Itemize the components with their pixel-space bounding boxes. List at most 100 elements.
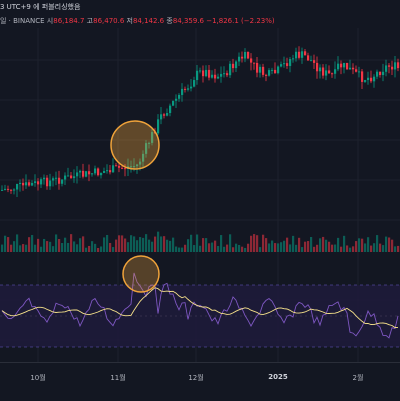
candle-body	[253, 62, 256, 64]
volume-bar	[265, 238, 268, 252]
volume-bar	[28, 237, 31, 252]
open-label: 시	[46, 17, 54, 25]
candle-body	[262, 66, 265, 75]
volume-bar	[316, 244, 319, 252]
candle-body	[373, 76, 376, 82]
volume-bar	[124, 238, 127, 252]
volume-bar	[115, 239, 118, 252]
low-value: 84,142.6	[132, 17, 165, 25]
volume-bar	[10, 244, 13, 252]
candle-body	[112, 165, 115, 173]
volume-bar	[64, 237, 67, 252]
candle-body	[163, 114, 166, 116]
volume-bar	[130, 235, 133, 252]
volume-bar	[382, 245, 385, 252]
volume-bar	[82, 236, 85, 252]
candle-body	[151, 132, 154, 143]
candle-body	[43, 177, 46, 180]
candle-body	[160, 114, 163, 120]
candle-body	[64, 175, 67, 180]
candle-body	[391, 66, 394, 70]
candle-body	[91, 173, 94, 175]
candle-body	[286, 63, 289, 66]
rsi-pane[interactable]	[0, 272, 400, 348]
candle-body	[376, 71, 379, 77]
volume-bar	[136, 240, 139, 252]
candle-body	[217, 76, 220, 79]
highlight-circle-rsi	[122, 255, 160, 293]
volume-bar	[289, 244, 292, 252]
candle-body	[85, 171, 88, 177]
volume-bar	[331, 244, 334, 252]
menu-label[interactable]: 에 퍼블리싱했음	[33, 3, 81, 11]
candle-body	[382, 71, 385, 76]
candle-body	[304, 51, 307, 56]
volume-bar	[214, 240, 217, 252]
volume-bar	[319, 238, 322, 252]
volume-bar	[97, 247, 100, 252]
volume-bar	[286, 237, 289, 252]
volume-bar	[394, 246, 397, 252]
volume-bar	[292, 235, 295, 252]
candle-body	[337, 63, 340, 70]
volume-bar	[55, 234, 58, 252]
candle-body	[202, 70, 205, 77]
volume-bar	[112, 247, 115, 252]
volume-bar	[106, 234, 109, 252]
time-axis[interactable]: 10월 11월 12월 2025 2월	[0, 362, 400, 401]
candle-body	[109, 170, 112, 173]
candle-body	[115, 165, 118, 167]
candle-body	[349, 67, 352, 70]
volume-bar	[358, 238, 361, 252]
candle-body	[61, 179, 64, 184]
candle-body	[313, 60, 316, 63]
candle-body	[190, 86, 193, 89]
candle-body	[208, 69, 211, 78]
candle-body	[316, 62, 319, 72]
volume-bar	[328, 241, 331, 252]
candle-body	[7, 188, 10, 190]
candle-body	[298, 51, 301, 58]
volume-bar	[193, 245, 196, 252]
candle-body	[259, 66, 262, 73]
candle-body	[385, 65, 388, 72]
volume-bar	[58, 239, 61, 252]
volume-bar	[172, 237, 175, 252]
symbol-label[interactable]: 일 · BINANCE	[0, 17, 45, 25]
volume-bar	[67, 242, 70, 252]
candle-body	[244, 51, 247, 59]
volume-bar	[355, 241, 358, 252]
volume-bar	[94, 243, 97, 252]
candle-body	[220, 73, 223, 77]
candle-body	[328, 70, 331, 74]
candle-body	[229, 63, 232, 76]
candle-body	[343, 62, 346, 68]
candle-body	[148, 142, 151, 144]
candle-body	[142, 153, 145, 162]
volume-bar	[178, 247, 181, 252]
price-candles[interactable]	[1, 46, 400, 198]
volume-bar	[91, 241, 94, 252]
candle-body	[121, 167, 124, 169]
candle-body	[4, 188, 7, 190]
candle-body	[340, 63, 343, 68]
candle-body	[139, 161, 142, 165]
volume-bar	[13, 241, 16, 252]
candle-body	[130, 166, 133, 168]
candle-body	[133, 166, 136, 168]
volume-bar	[253, 234, 256, 252]
candle-body	[325, 70, 328, 76]
volume-bar	[151, 241, 154, 252]
volume-bar	[52, 246, 55, 252]
candle-body	[19, 182, 22, 184]
volume-bar	[385, 236, 388, 252]
candle-body	[94, 168, 97, 174]
candle-body	[46, 177, 49, 187]
candle-body	[379, 71, 382, 76]
volume-bar	[184, 244, 187, 252]
candle-body	[10, 189, 13, 191]
volume-bar	[166, 239, 169, 252]
candle-body	[277, 66, 280, 74]
volume-bars	[1, 231, 400, 252]
